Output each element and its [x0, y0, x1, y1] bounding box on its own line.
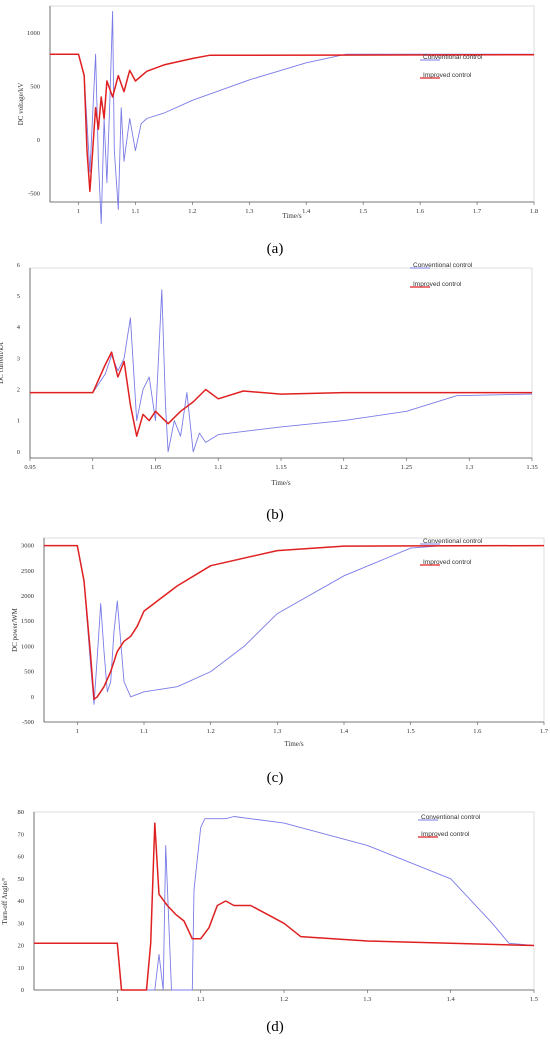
legend-label-improved: Improved control [423, 559, 472, 566]
y-tick-label: 40 [18, 898, 25, 905]
y-tick-label: 2500 [21, 568, 34, 575]
series-line-improved [34, 822, 535, 991]
legend: Conventional control Improved control [420, 54, 483, 79]
x-axis-label: Time/s [284, 740, 303, 748]
chart-panel-c: 1 1.1 1.2 1.3 1.4 1.5 1.6 1.7 3000 2500 2000 1500 10… [11, 537, 549, 786]
panel-caption: (a) [267, 241, 284, 257]
y-tick-label: 1 [17, 418, 20, 425]
x-tick-label: 1.1 [214, 464, 222, 471]
legend-label-improved: Improved control [421, 831, 470, 838]
x-tick-label: 1.3 [363, 996, 371, 1003]
x-tick-label: 1.2 [280, 996, 288, 1003]
y-tick-label: -500 [28, 190, 40, 197]
y-tick-label: 3 [17, 355, 20, 362]
y-tick-label: 4 [17, 324, 21, 331]
y-axis-label: DC power/WM [11, 607, 19, 652]
x-tick-label: 1.6 [416, 208, 425, 215]
x-axis-label: Time/s [282, 212, 301, 220]
legend: Conventional control Improved control [418, 814, 481, 838]
y-tick-label: 2000 [21, 593, 34, 600]
legend-label-conventional: Conventional control [423, 538, 483, 545]
x-tick-label: 1.3 [273, 728, 281, 735]
x-tick-label: 1 [91, 464, 94, 471]
legend-label-conventional: Conventional control [413, 262, 473, 269]
y-tick-label: -500 [22, 719, 34, 726]
series-line-improved [44, 544, 545, 701]
y-tick-label: 2 [17, 386, 20, 393]
x-tick-label: 1.7 [540, 728, 549, 735]
y-tick-label: 3000 [21, 543, 34, 550]
x-tick-label: 1.1 [131, 208, 139, 215]
x-tick-label: 1 [77, 208, 80, 215]
y-axis-label: DC voltage/kV [17, 83, 25, 126]
y-tick-label: 0 [37, 137, 40, 144]
legend-label-improved: Improved control [423, 72, 472, 79]
y-tick-label: 10 [18, 965, 25, 972]
x-tick-label: 1.4 [447, 996, 456, 1003]
series-line-improved [30, 351, 532, 437]
x-tick-label: 1.2 [207, 728, 215, 735]
y-tick-label: 0 [21, 987, 24, 994]
y-tick-label: 1000 [27, 30, 40, 37]
x-tick-label: 1.7 [473, 208, 482, 215]
x-tick-label: 1.1 [197, 996, 205, 1003]
y-tick-label: 0 [17, 449, 20, 456]
chart-panel-b: 0.95 1 1.05 1.1 1.15 1.2 1.25 1.3 1.35 6 5 4 3 2 1 0 Tim… [0, 262, 538, 523]
x-tick-label: 1.6 [473, 728, 482, 735]
x-tick-label: 1.25 [401, 464, 412, 471]
x-tick-label: 1.5 [359, 208, 367, 215]
y-tick-label: 20 [18, 943, 25, 950]
y-tick-label: 30 [18, 920, 25, 927]
legend-label-conventional: Conventional control [421, 814, 481, 821]
x-tick-label: 1.3 [465, 464, 473, 471]
x-tick-label: 1.2 [188, 208, 196, 215]
legend-label-conventional: Conventional control [423, 54, 483, 61]
y-axis-label: Turn-off Angle/° [1, 877, 9, 924]
x-tick-label: 1.15 [275, 464, 286, 471]
y-tick-label: 5 [17, 293, 20, 300]
x-tick-label: 1.2 [340, 464, 348, 471]
y-tick-label: 1500 [21, 618, 34, 625]
y-tick-label: 80 [18, 809, 25, 816]
y-tick-label: 500 [30, 83, 40, 90]
x-tick-label: 1.4 [340, 728, 349, 735]
y-tick-label: 50 [18, 876, 25, 883]
panel-caption: (b) [266, 507, 284, 523]
x-tick-label: 1 [76, 728, 79, 735]
plot-area [33, 811, 535, 991]
x-tick-label: 1.35 [526, 464, 537, 471]
chart-panel-a: 1 1.1 1.2 1.3 1.4 1.5 1.6 1.7 1.8 1000 500 0 -500 Tim… [17, 5, 538, 257]
x-tick-label: 1.5 [530, 996, 538, 1003]
x-tick-label: 1.1 [140, 728, 148, 735]
series-line-conventional [44, 545, 544, 705]
y-tick-label: 6 [17, 262, 21, 269]
x-tick-label: 1.5 [407, 728, 415, 735]
legend-label-improved: Improved control [413, 281, 462, 288]
y-tick-label: 70 [18, 831, 25, 838]
legend: Conventional control Improved control [410, 262, 473, 288]
x-tick-label: 1.3 [245, 208, 253, 215]
x-axis-label: Time/s [271, 479, 290, 487]
y-tick-label: 500 [24, 669, 34, 676]
series-line-improved [50, 53, 535, 193]
legend: Conventional control Improved control [420, 538, 483, 566]
series-line-conventional [34, 816, 535, 991]
y-tick-label: 60 [18, 854, 25, 861]
y-axis-label: DC current/kA [0, 342, 5, 384]
y-tick-label: 0 [31, 694, 34, 701]
chart-panel-d: 1 1.1 1.2 1.3 1.4 1.5 80 70 60 50 40 30 20 10 0 Turn-of… [1, 809, 538, 1035]
x-tick-label: 1.8 [530, 208, 538, 215]
x-tick-label: 1.05 [150, 464, 161, 471]
series-line-conventional [30, 289, 533, 453]
plot-area [49, 5, 535, 203]
x-tick-label: 1 [116, 996, 119, 1003]
y-tick-label: 1000 [21, 643, 34, 650]
x-tick-label: 1.4 [302, 208, 311, 215]
x-tick-label: 0.95 [24, 464, 35, 471]
series-line-conventional [50, 10, 534, 224]
panel-caption: (c) [267, 770, 284, 786]
panel-caption: (d) [266, 1019, 284, 1035]
